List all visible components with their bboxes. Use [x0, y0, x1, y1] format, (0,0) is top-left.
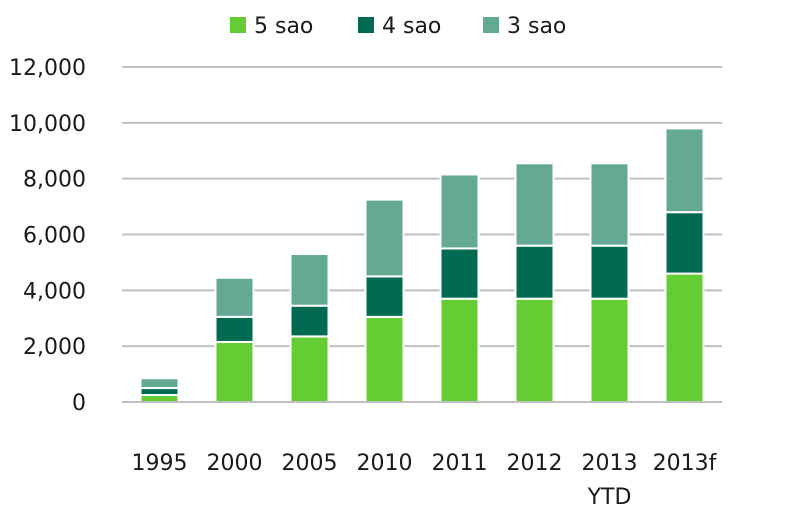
x-tick-label: 2013 YTD: [582, 451, 638, 510]
legend-swatch: [483, 17, 499, 33]
bar-segment-3-sao: [514, 162, 555, 247]
x-tick-label: 2012: [507, 451, 563, 476]
bar-segment-5-sao: [139, 394, 180, 404]
bar-segment-4-sao: [214, 315, 255, 343]
bar-segment-5-sao: [364, 315, 405, 403]
bar-segment-3-sao: [439, 173, 480, 250]
bar-segment-3-sao: [664, 127, 705, 214]
y-tick-label: 6,000: [23, 224, 86, 249]
bar-segment-4-sao: [289, 304, 330, 338]
bar-segment-4-sao: [514, 244, 555, 300]
x-tick-label: 2013f: [653, 451, 718, 476]
legend-swatch: [358, 17, 374, 33]
y-tick-label: 12,000: [9, 56, 86, 81]
bar-segment-3-sao: [289, 253, 330, 307]
bar-segment-5-sao: [289, 335, 330, 404]
x-tick-label: 2000: [207, 451, 263, 476]
axes: 0 2,000 4,000 6,000 8,000 10,000 12,000 1995 200…: [9, 56, 722, 510]
bar-segment-5-sao: [589, 297, 630, 404]
x-tick-label: 1995: [132, 451, 188, 476]
y-tick-label: 0: [72, 391, 86, 416]
bar-segment-3-sao: [139, 377, 180, 390]
legend-label: 4 sao: [382, 14, 441, 39]
bar-segment-5-sao: [214, 340, 255, 403]
y-tick-label: 10,000: [9, 112, 86, 137]
legend-swatch: [230, 17, 246, 33]
y-tick-label: 8,000: [23, 168, 86, 193]
x-tick-label: 2005: [282, 451, 338, 476]
bar-segment-4-sao: [589, 244, 630, 300]
bar-segment-4-sao: [439, 247, 480, 300]
legend-label: 3 sao: [507, 14, 566, 39]
bar-segment-3-sao: [364, 198, 405, 278]
bar-segment-5-sao: [514, 297, 555, 404]
legend: 5 sao 4 sao 3 sao: [230, 14, 566, 39]
y-tick-label: 2,000: [23, 335, 86, 360]
bar-segment-5-sao: [664, 272, 705, 404]
bar-segment-3-sao: [214, 276, 255, 318]
bars: [139, 127, 705, 404]
bar-segment-3-sao: [589, 162, 630, 247]
gridlines: [122, 66, 722, 348]
x-tick-label: 2011: [432, 451, 488, 476]
bar-segment-4-sao: [139, 387, 180, 397]
bar-segment-5-sao: [439, 297, 480, 404]
legend-label: 5 sao: [254, 14, 313, 39]
y-tick-label: 4,000: [23, 279, 86, 304]
bar-segment-4-sao: [664, 211, 705, 275]
x-tick-label: 2010: [357, 451, 413, 476]
bar-segment-4-sao: [364, 275, 405, 318]
